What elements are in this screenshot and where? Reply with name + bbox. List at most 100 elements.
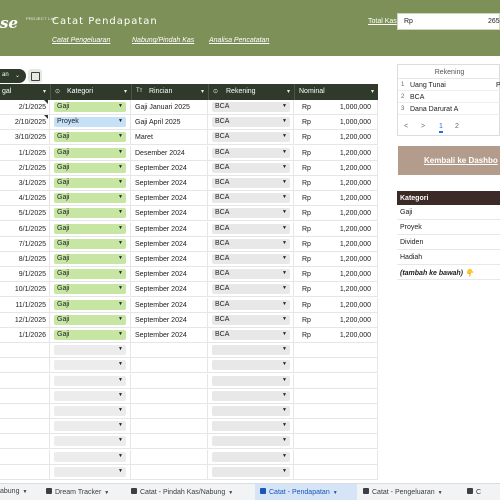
nominal-cell[interactable] xyxy=(294,464,378,480)
kategori-dropdown[interactable]: Gaji ▼ xyxy=(54,269,126,280)
tanggal-cell[interactable] xyxy=(0,464,50,480)
nominal-cell[interactable] xyxy=(294,343,378,359)
kategori-dropdown[interactable]: Gaji ▼ xyxy=(54,254,126,264)
kategori-dropdown[interactable]: Gaji ▼ xyxy=(54,162,126,173)
kategori-dropdown[interactable]: Gaji ▼ xyxy=(54,132,126,143)
table-menu-icon[interactable] xyxy=(28,69,42,83)
rekening-cell[interactable]: BCA ▼ xyxy=(208,267,294,283)
tanggal-cell[interactable]: 3/10/2025 xyxy=(0,130,50,146)
kategori-dropdown[interactable]: ▼ xyxy=(54,466,126,477)
kategori-dropdown[interactable]: ▼ xyxy=(54,390,126,401)
kategori-cell[interactable]: Proyek ▼ xyxy=(50,115,131,131)
rincian-cell[interactable] xyxy=(131,419,208,435)
kategori-dropdown[interactable]: Gaji ▼ xyxy=(54,314,126,325)
kategori-cell[interactable]: Gaji ▼ xyxy=(50,221,131,237)
rekening-dropdown[interactable]: BCA ▼ xyxy=(212,314,290,325)
rincian-cell[interactable] xyxy=(131,388,208,404)
rekening-dropdown[interactable]: BCA ▼ xyxy=(212,254,290,264)
rincian-cell[interactable] xyxy=(131,358,208,374)
rekening-item[interactable]: 3 Dana Darurat A xyxy=(398,103,500,115)
kategori-dropdown[interactable]: ▼ xyxy=(54,406,126,416)
rekening-cell[interactable]: BCA ▼ xyxy=(208,328,294,343)
tanggal-cell[interactable] xyxy=(0,434,50,450)
nominal-cell[interactable]: Rp 1,200,000 xyxy=(294,267,378,283)
kategori-item[interactable]: Hadiah xyxy=(397,250,500,265)
nominal-cell[interactable] xyxy=(294,449,378,465)
nav-nabung-pindah-kas[interactable]: Nabung/Pindah Kas xyxy=(132,37,195,44)
nav-analisa-pencatatan[interactable]: Analisa Pencatatan xyxy=(209,37,270,44)
tanggal-cell[interactable]: 2/10/2025 xyxy=(0,115,50,131)
tanggal-cell[interactable]: 10/1/2025 xyxy=(0,282,50,298)
rekening-cell[interactable]: ▼ xyxy=(208,358,294,374)
rincian-cell[interactable] xyxy=(131,343,208,359)
rincian-cell[interactable] xyxy=(131,464,208,480)
rekening-cell[interactable]: BCA ▼ xyxy=(208,236,294,252)
kategori-dropdown[interactable]: Gaji ▼ xyxy=(54,178,126,188)
rekening-dropdown[interactable]: BCA ▼ xyxy=(212,330,290,340)
rekening-dropdown[interactable]: ▼ xyxy=(212,421,290,432)
prev-page-icon[interactable]: < xyxy=(404,123,409,130)
nominal-cell[interactable] xyxy=(294,404,378,419)
rincian-cell[interactable]: September 2024 xyxy=(131,206,208,222)
rekening-dropdown[interactable]: ▼ xyxy=(212,360,290,371)
kategori-cell[interactable]: Gaji ▼ xyxy=(50,297,131,313)
rekening-dropdown[interactable]: ▼ xyxy=(212,375,290,386)
kategori-item[interactable]: Dividen xyxy=(397,235,500,250)
tanggal-cell[interactable] xyxy=(0,343,50,359)
rekening-dropdown[interactable]: ▼ xyxy=(212,406,290,416)
tab-c[interactable]: C xyxy=(467,484,500,500)
kategori-dropdown[interactable]: Gaji ▼ xyxy=(54,299,126,310)
rekening-cell[interactable]: BCA ▼ xyxy=(208,191,294,207)
nominal-cell[interactable]: Rp 1,200,000 xyxy=(294,130,378,146)
rekening-dropdown[interactable]: BCA ▼ xyxy=(212,162,290,173)
tanggal-cell[interactable]: 7/1/2025 xyxy=(0,236,50,252)
rincian-cell[interactable] xyxy=(131,373,208,389)
rincian-cell[interactable]: September 2024 xyxy=(131,221,208,237)
nominal-cell[interactable]: Rp 1,200,000 xyxy=(294,176,378,191)
rekening-cell[interactable]: BCA ▼ xyxy=(208,130,294,146)
kategori-cell[interactable]: ▼ xyxy=(50,343,131,359)
nominal-cell[interactable]: Rp 1,200,000 xyxy=(294,236,378,252)
tanggal-cell[interactable]: 5/1/2025 xyxy=(0,206,50,222)
tanggal-cell[interactable]: 1/1/2026 xyxy=(0,328,50,343)
rincian-cell[interactable] xyxy=(131,434,208,450)
rekening-dropdown[interactable]: BCA ▼ xyxy=(212,102,290,112)
kategori-cell[interactable]: Gaji ▼ xyxy=(50,267,131,283)
rekening-dropdown[interactable]: BCA ▼ xyxy=(212,193,290,204)
tanggal-cell[interactable]: 12/1/2025 xyxy=(0,312,50,328)
rekening-item[interactable]: 1 Uang Tunai P xyxy=(398,79,500,91)
kategori-cell[interactable]: ▼ xyxy=(50,404,131,419)
column-header-tanggal[interactable]: gal ▾ xyxy=(0,84,50,100)
nominal-cell[interactable] xyxy=(294,373,378,389)
tab-catat-pendapatan[interactable]: Catat - Pendapatan ▼ xyxy=(255,484,357,500)
nominal-cell[interactable] xyxy=(294,388,378,404)
rincian-cell[interactable]: September 2024 xyxy=(131,191,208,207)
nominal-cell[interactable] xyxy=(294,434,378,450)
nominal-cell[interactable]: Rp 1,200,000 xyxy=(294,145,378,161)
rekening-cell[interactable]: BCA ▼ xyxy=(208,206,294,222)
rincian-cell[interactable]: Gaji April 2025 xyxy=(131,115,208,131)
rekening-cell[interactable]: BCA ▼ xyxy=(208,145,294,161)
kategori-dropdown[interactable]: Gaji ▼ xyxy=(54,193,126,204)
kategori-dropdown[interactable]: Gaji ▼ xyxy=(54,284,126,295)
rincian-cell[interactable]: September 2024 xyxy=(131,312,208,328)
nominal-cell[interactable]: Rp 1,200,000 xyxy=(294,282,378,298)
kategori-dropdown[interactable]: ▼ xyxy=(54,360,126,371)
kategori-cell[interactable]: Gaji ▼ xyxy=(50,130,131,146)
rekening-cell[interactable]: BCA ▼ xyxy=(208,160,294,176)
kategori-dropdown[interactable]: ▼ xyxy=(54,451,126,462)
rekening-dropdown[interactable]: BCA ▼ xyxy=(212,269,290,280)
rincian-cell[interactable]: Maret xyxy=(131,130,208,146)
kategori-dropdown[interactable]: Gaji ▼ xyxy=(54,147,126,158)
kategori-cell[interactable]: Gaji ▼ xyxy=(50,100,131,115)
kategori-dropdown[interactable]: Gaji ▼ xyxy=(54,208,126,219)
kategori-dropdown[interactable]: ▼ xyxy=(54,375,126,386)
rekening-dropdown[interactable]: BCA ▼ xyxy=(212,238,290,249)
kategori-dropdown[interactable]: Proyek ▼ xyxy=(54,117,126,128)
rekening-cell[interactable]: BCA ▼ xyxy=(208,312,294,328)
tanggal-cell[interactable]: 8/1/2025 xyxy=(0,252,50,267)
back-to-dashboard-button[interactable]: Kembali ke Dashbo xyxy=(398,146,500,175)
kategori-cell[interactable]: Gaji ▼ xyxy=(50,236,131,252)
tanggal-cell[interactable]: 11/1/2025 xyxy=(0,297,50,313)
kategori-cell[interactable]: ▼ xyxy=(50,434,131,450)
